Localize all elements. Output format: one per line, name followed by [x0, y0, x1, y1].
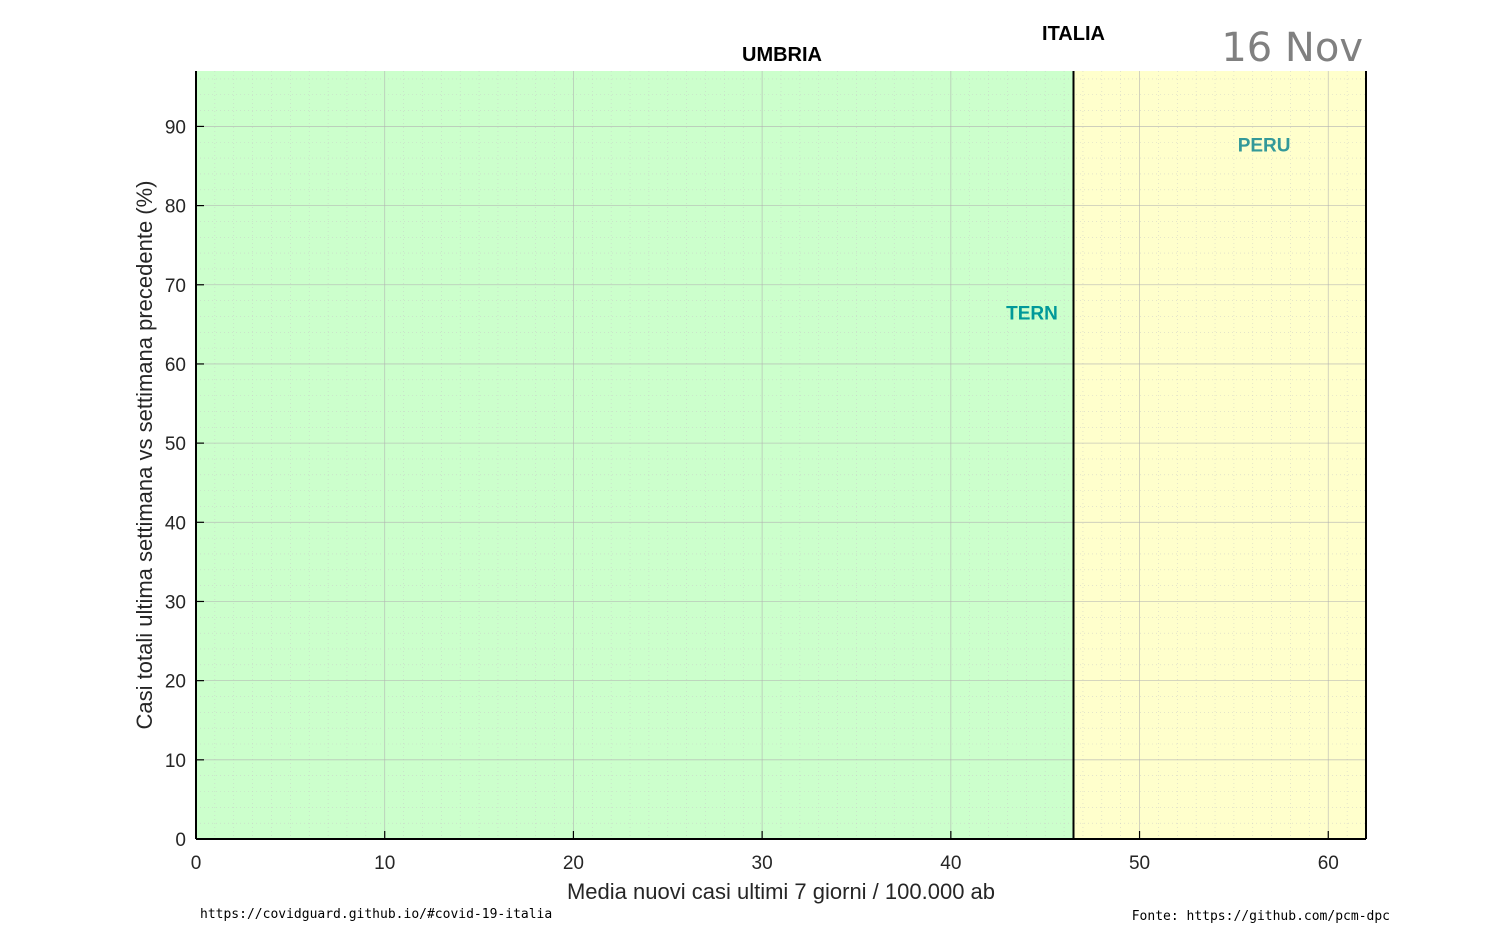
- y-tick-label: 90: [165, 117, 186, 138]
- y-tick-label: 30: [165, 592, 186, 613]
- x-tick-label: 40: [940, 853, 961, 874]
- zone-0: [196, 71, 1074, 839]
- y-tick-label: 0: [175, 830, 186, 851]
- y-tick-label: 40: [165, 513, 186, 534]
- y-tick-label: 10: [165, 751, 186, 772]
- y-tick-label: 70: [165, 276, 186, 297]
- footer-source-url: https://covidguard.github.io/#covid-19-i…: [200, 907, 552, 922]
- x-tick-label: 10: [374, 853, 395, 874]
- point-labels-layer: TERN PERU: [1006, 136, 1290, 325]
- zones-layer: [196, 71, 1366, 839]
- x-tick-label: 0: [191, 853, 202, 874]
- x-tick-label: 20: [563, 853, 584, 874]
- x-tick-label: 50: [1129, 853, 1150, 874]
- zone-1: [1073, 71, 1366, 839]
- y-tick-label: 80: [165, 197, 186, 218]
- y-axis-title: Casi totali ultima settimana vs settiman…: [132, 180, 157, 729]
- y-tick-label: 20: [165, 672, 186, 693]
- date-label: 16 Nov: [1221, 25, 1363, 71]
- point-label-peru: PERU: [1238, 136, 1291, 157]
- point-label-tern: TERN: [1006, 303, 1058, 324]
- x-tick-label: 60: [1318, 853, 1339, 874]
- chart-title: UMBRIA: [742, 44, 822, 66]
- footer-data-source: Fonte: https://github.com/pcm-dpc: [1132, 909, 1390, 924]
- y-tick-label: 60: [165, 355, 186, 376]
- x-axis-title: Media nuovi casi ultimi 7 giorni / 100.0…: [567, 879, 995, 904]
- axes-layer: [195, 71, 1367, 840]
- tick-labels-layer: 0 10 20 30 40 50 60 0 10 20 30 40 50 60 70 80 90: [165, 117, 1339, 874]
- reference-line-label: ITALIA: [1042, 23, 1105, 45]
- y-tick-label: 50: [165, 434, 186, 455]
- grid-layer: [196, 71, 1366, 839]
- x-tick-label: 30: [752, 853, 773, 874]
